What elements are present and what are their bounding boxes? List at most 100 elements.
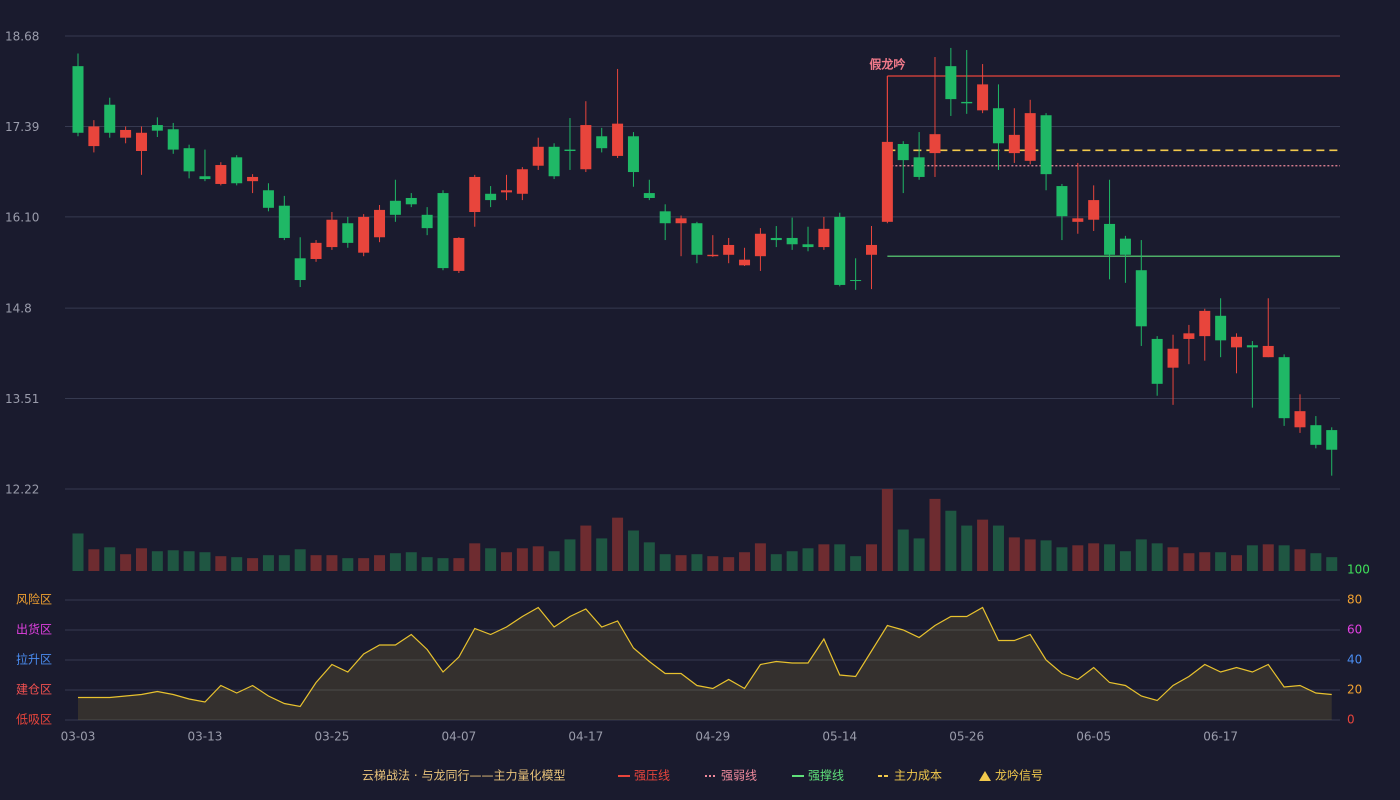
candle-body: [342, 223, 354, 243]
candle-body: [72, 66, 84, 133]
candle-body: [1008, 134, 1020, 154]
candle-body: [929, 134, 941, 154]
candle-body: [1183, 333, 1195, 339]
candle-body: [358, 216, 370, 253]
candle-body: [992, 108, 1004, 144]
candle-body: [850, 280, 862, 282]
candle-body: [167, 129, 179, 150]
volume-bar: [675, 555, 687, 571]
volume-bar: [818, 544, 830, 571]
volume-bar: [135, 548, 147, 571]
candle-body: [977, 84, 989, 111]
candle-body: [247, 176, 259, 182]
volume-bar: [913, 538, 925, 571]
candle-body: [612, 123, 624, 156]
volume-bar: [437, 558, 449, 571]
volume-bar: [342, 558, 354, 571]
candle-body: [374, 209, 386, 238]
y-tick-label: 18.68: [5, 30, 39, 44]
legend-title: 云梯战法 · 与龙同行——主力量化模型: [362, 769, 565, 783]
volume-bar: [786, 551, 798, 571]
volume-bar: [1231, 555, 1243, 571]
candle-body: [262, 190, 274, 208]
candle-body: [1294, 411, 1306, 428]
volume-bar: [405, 552, 417, 571]
candle-body: [643, 193, 655, 198]
zone-label: 出货区: [16, 622, 52, 637]
candle-body: [818, 228, 830, 248]
volume-bar: [500, 552, 512, 571]
legend-swatch: [979, 771, 991, 781]
candle-body: [215, 165, 227, 184]
volume-bar: [516, 548, 528, 571]
volume-bar: [215, 556, 227, 571]
volume-bar: [850, 556, 862, 571]
candle-body: [1151, 338, 1163, 384]
candle-body: [802, 244, 814, 248]
volume-bar: [72, 533, 84, 571]
candle-body: [596, 136, 608, 149]
volume-bar: [1008, 537, 1020, 571]
candle-body: [453, 237, 465, 271]
legend-label: 强撑线: [808, 768, 844, 783]
x-tick-label: 04-17: [568, 730, 603, 744]
volume-bar: [659, 554, 671, 571]
legend-label: 龙吟信号: [995, 768, 1043, 783]
volume-bar: [310, 555, 322, 571]
volume-bar: [596, 538, 608, 571]
candle-body: [1167, 348, 1179, 368]
candle-body: [627, 136, 639, 173]
volume-bar: [183, 551, 195, 571]
zone-label: 低吸区: [16, 713, 52, 727]
volume-bar: [1088, 543, 1100, 571]
candle-body: [469, 176, 481, 213]
volume-bar: [1215, 552, 1227, 571]
legend-label: 强压线: [634, 769, 670, 783]
candle-body: [786, 237, 798, 245]
x-tick-label: 05-26: [949, 730, 984, 744]
volume-bar: [1104, 544, 1116, 571]
volume-bar: [802, 548, 814, 571]
candle-body: [723, 244, 735, 255]
candle-body: [1215, 315, 1227, 341]
volume-bar: [723, 557, 735, 571]
candle-body: [945, 66, 957, 100]
candle-body: [770, 237, 782, 241]
y2-tick-label: 60: [1347, 623, 1362, 637]
volume-bar: [389, 553, 401, 571]
volume-bar: [834, 544, 846, 571]
x-tick-label: 03-03: [61, 730, 96, 744]
volume-bar: [866, 544, 877, 571]
volume-bar: [612, 517, 624, 571]
volume-bar: [532, 546, 544, 571]
candle-body: [913, 157, 925, 177]
candle-body: [1199, 310, 1211, 337]
candle-body: [1231, 336, 1243, 348]
candle-body: [834, 216, 846, 285]
x-tick-label: 05-14: [822, 730, 857, 744]
zone-label: 建仓区: [16, 683, 52, 697]
volume-bar: [1167, 547, 1179, 571]
x-tick-label: 06-17: [1203, 730, 1238, 744]
x-tick-label: 03-13: [188, 730, 223, 744]
x-tick-label: 06-05: [1076, 730, 1111, 744]
volume-bar: [120, 554, 132, 571]
x-tick-label: 04-29: [695, 730, 730, 744]
candle-body: [516, 169, 528, 194]
x-tick-label: 03-25: [314, 730, 349, 744]
candle-body: [1310, 425, 1322, 445]
volume-bar: [548, 551, 560, 571]
volume-bar: [1072, 545, 1084, 571]
y-tick-label: 12.22: [5, 483, 39, 497]
candle-body: [1040, 115, 1052, 175]
zone-label: 拉升区: [16, 652, 52, 667]
candle-body: [1056, 186, 1068, 217]
volume-bar: [199, 552, 211, 571]
candle-body: [1088, 200, 1100, 220]
volume-bar: [262, 555, 274, 571]
volume-bar: [485, 548, 497, 571]
candle-body: [183, 148, 195, 172]
volume-bar: [977, 519, 989, 571]
